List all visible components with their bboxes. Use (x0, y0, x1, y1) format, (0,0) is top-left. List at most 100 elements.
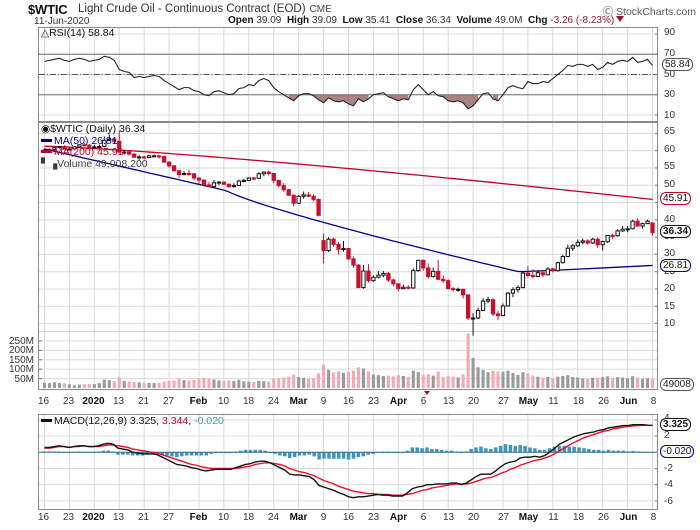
rsi-plot (39, 28, 657, 121)
change-label: Chg (528, 15, 548, 26)
high-label: High (286, 15, 310, 26)
close-value-tag: 36.34 (660, 225, 692, 239)
x-axis-tick-label: 8 (650, 396, 657, 407)
macd-legend-prefix: MACD(12,26,9) (54, 415, 127, 427)
x-axis-tick-label: Mar (289, 512, 308, 523)
price-tick-label: 10 (664, 318, 676, 330)
x-axis-tick-label: 23 (367, 512, 380, 523)
x-axis-tick-label: 2020 (82, 396, 105, 407)
macd-tick-label: -4 (664, 479, 673, 491)
volume-tick-label: 250M (8, 335, 34, 347)
x-axis-tick-label: 18 (242, 512, 255, 523)
macd-signal-value: 3.344 (162, 415, 189, 427)
x-axis-tick-label: 23 (367, 396, 380, 407)
x-axis-tick-label: 20 (467, 512, 480, 523)
price-tick-label: 60 (664, 143, 676, 155)
rsi-legend-text: RSI(14) 58.84 (49, 27, 115, 39)
macd-value-tag: 3.325 (660, 417, 692, 431)
x-axis-tick-label: 26 (597, 512, 610, 523)
x-axis-tick-label: 18 (572, 396, 585, 407)
x-axis-tick-label: 10 (217, 512, 230, 523)
x-axis-tick-label: Feb (189, 512, 208, 523)
price-tick-label: 50 (664, 178, 676, 190)
macd-legend-value: 3.325 (129, 415, 157, 427)
price-tick-label: 40 (664, 213, 676, 225)
rsi-tick-label: 90 (664, 27, 676, 39)
macd-legend: MACD(12,26,9) 3.325, 3.344, -0.020 (41, 415, 224, 428)
symbol-name: Light Crude Oil - Continuous Contract (E… (78, 3, 306, 15)
macd-x-axis: 16 23 2020 13 21 27 Feb 10 18 24 Mar 9 16 23 Apr 6 13 20 2… (0, 512, 700, 526)
x-axis-tick-label: Apr (389, 512, 408, 523)
volume-value-tag: 49008 (660, 378, 694, 391)
open-label: Open (228, 15, 254, 26)
x-axis-tick-label: 18 (572, 512, 585, 523)
volume-tick-label: 150M (8, 354, 34, 366)
macd-tick-label: -6 (664, 495, 673, 507)
ma200-value-tag: 45.91 (660, 191, 692, 205)
x-axis-tick-label: 10 (217, 396, 230, 407)
volume-tick-label: 100M (8, 364, 34, 375)
x-axis-tick-label: 23 (62, 396, 75, 407)
volume-bars-icon: ▘▗ (41, 157, 58, 170)
x-axis-tick-label: 11 (548, 512, 559, 523)
volume-value: 49.0M (494, 15, 523, 26)
macd-swatch-icon (41, 419, 52, 422)
arrow-down-icon (616, 16, 625, 22)
price-tick-label: 30 (664, 248, 676, 260)
change-value: -3.26 (-8.23%) (550, 15, 615, 26)
close-label: Close (395, 15, 424, 26)
x-axis-tick-label: 18 (242, 396, 255, 407)
rsi-panel (38, 27, 658, 122)
symbol-ticker: $WTIC (28, 2, 68, 17)
x-axis-tick-label: 13 (112, 396, 125, 407)
price-legend: ◉$WTIC (Daily) 36.34 MA(50) 26.81 MA(200… (41, 123, 148, 170)
price-tick-label: 65 (664, 126, 676, 138)
macd-tick-label: -2 (664, 462, 673, 474)
rsi-tick-label: 70 (664, 47, 676, 59)
ma200-legend-text: MA(200) 45.91 (54, 146, 124, 158)
ma200-swatch-icon (41, 150, 52, 153)
quote-date: 11-Jun-2020 (34, 16, 90, 27)
x-axis-tick-label: Jun (619, 512, 638, 523)
ma50-value-tag: 26.81 (660, 258, 692, 272)
x-axis-tick-label: 13 (442, 512, 455, 523)
price-x-axis: 16 23 2020 13 21 27 Feb 10 18 24 Mar 9 16 23 Apr 6 13 20 2… (0, 396, 700, 410)
stockcharts-watermark: Ⓒ StockCharts.com (602, 6, 696, 18)
x-axis-tick-label: 8 (650, 512, 657, 523)
macd-hist-tag: -0.020 (660, 445, 695, 459)
rsi-legend: △RSI(14) 58.84 (41, 27, 115, 40)
x-axis-tick-label: 13 (442, 396, 455, 407)
price-panel (38, 122, 658, 390)
x-axis-tick-label: 27 (497, 512, 510, 523)
low-value: 35.41 (365, 15, 391, 26)
x-axis-tick-label: 24 (267, 396, 280, 407)
x-axis-tick-label: 6 (420, 512, 427, 523)
price-plot (39, 123, 657, 389)
low-label: Low (342, 15, 363, 26)
x-axis-tick-label: 21 (137, 512, 150, 523)
x-axis-tick-label: 21 (137, 396, 150, 407)
high-value: 39.09 (311, 15, 337, 26)
x-axis-tick-label: 16 (37, 512, 50, 523)
ohlc-quote-line: Open 39.09 High 39.09 Low 35.41 Close 36… (228, 15, 625, 26)
macd-tick-label: 2 (664, 429, 670, 441)
x-axis-tick-label: 2020 (82, 512, 105, 523)
rsi-legend-icon: △ (41, 27, 50, 39)
volume-tick-label: 50M (14, 373, 34, 385)
x-axis-tick-label: 9 (320, 512, 327, 523)
rsi-value-tag: 58.84 (662, 58, 694, 72)
date-marker-icon (423, 391, 430, 395)
x-axis-tick-label: May (518, 512, 539, 523)
x-axis-tick-label: 24 (267, 512, 280, 523)
x-axis-tick-label: 16 (342, 396, 355, 407)
x-axis-tick-label: Mar (289, 396, 308, 407)
rsi-tick-label: 50 (664, 68, 676, 80)
x-axis-tick-label: 27 (162, 512, 175, 523)
x-axis-tick-label: Apr (389, 396, 408, 407)
x-axis-tick-label: 13 (112, 512, 125, 523)
chart-header: $WTIC Light Crude Oil - Continuous Contr… (0, 0, 700, 27)
x-axis-tick-label: 27 (497, 396, 510, 407)
rsi-tick-label: 10 (664, 109, 676, 121)
volume-label: Volume (456, 15, 492, 26)
x-axis-tick-label: May (518, 396, 539, 407)
